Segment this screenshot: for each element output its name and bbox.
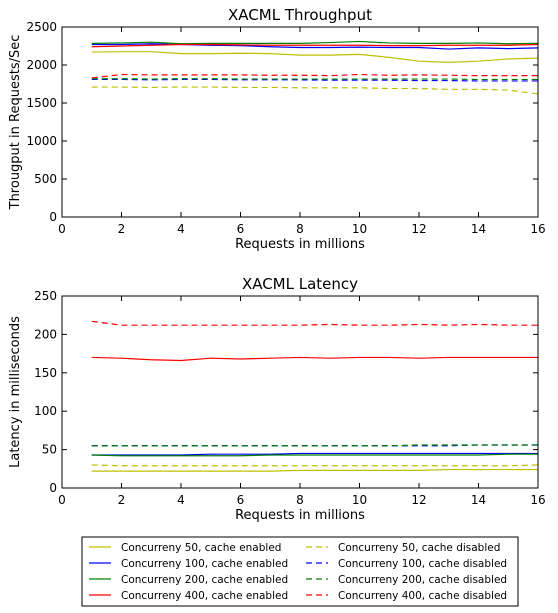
legend-label: Concurreny 400, cache disabled	[338, 590, 507, 602]
series-line-concurreny-50-cache-enabled	[91, 468, 538, 472]
x-axis-label: Requests in millions	[235, 508, 365, 523]
y-tick-label: 250	[34, 289, 57, 303]
series-line-concurreny-200-cache-disabled	[91, 78, 538, 81]
y-axis-label: Latency in milliseconds	[8, 316, 23, 468]
y-tick-label: 1000	[26, 134, 57, 148]
y-tick-label: 2000	[26, 58, 57, 72]
y-tick-label: 0	[49, 210, 57, 224]
y-tick-label: 2500	[26, 20, 57, 34]
series-line-concurreny-50-cache-disabled	[91, 86, 539, 95]
x-tick-label: 12	[411, 493, 426, 507]
series-line-concurreny-100-cache-enabled	[91, 43, 539, 50]
x-tick-label: 10	[352, 493, 367, 507]
x-tick-label: 8	[296, 493, 304, 507]
y-tick-label: 1500	[26, 96, 57, 110]
series-line-concurreny-100-cache-enabled	[91, 452, 538, 456]
y-tick-label: 0	[49, 481, 57, 495]
x-tick-label: 12	[411, 222, 426, 236]
y-tick-label: 500	[34, 172, 57, 186]
chart-title: XACML Latency	[242, 275, 358, 293]
x-tick-label: 2	[118, 493, 126, 507]
x-tick-label: 14	[471, 493, 486, 507]
x-tick-label: 16	[530, 493, 545, 507]
legend-label: Concurreny 100, cache disabled	[338, 558, 507, 570]
y-tick-label: 100	[34, 404, 57, 418]
legend-label: Concurreny 100, cache enabled	[121, 558, 288, 570]
y-tick-label: 50	[42, 443, 57, 457]
series-line-concurreny-50-cache-disabled	[91, 464, 539, 467]
series-line-concurreny-100-cache-disabled	[91, 78, 538, 82]
x-tick-label: 2	[118, 222, 126, 236]
x-tick-label: 4	[177, 493, 185, 507]
x-tick-label: 4	[177, 222, 185, 236]
y-axis-label: Througput in Requests/Sec	[8, 35, 23, 211]
x-tick-label: 10	[352, 222, 367, 236]
y-tick-label: 200	[34, 327, 57, 341]
x-axis-label: Requests in millions	[235, 237, 365, 252]
x-tick-label: 16	[530, 222, 545, 236]
x-tick-label: 6	[237, 493, 245, 507]
x-tick-label: 0	[58, 493, 66, 507]
series-line-concurreny-200-cache-enabled	[91, 40, 539, 45]
series-line-concurreny-400-cache-enabled	[91, 356, 538, 362]
series-line-concurreny-200-cache-disabled	[91, 444, 538, 447]
legend-label: Concurreny 400, cache enabled	[121, 590, 288, 602]
legend-box	[81, 536, 519, 607]
throughput-chart: XACML Throughput 0 2 4 6 8 10 12 14 16 0 500 1000 150…	[8, 6, 546, 252]
chart-title: XACML Throughput	[228, 6, 372, 24]
x-tick-label: 0	[58, 222, 66, 236]
series-line-concurreny-400-cache-disabled	[91, 320, 538, 326]
x-tick-label: 6	[237, 222, 245, 236]
x-tick-label: 8	[296, 222, 304, 236]
legend-label: Concurreny 50, cache enabled	[121, 542, 281, 554]
legend-label: Concurreny 200, cache enabled	[121, 574, 288, 586]
legend-label: Concurreny 50, cache disabled	[338, 542, 500, 554]
series-line-concurreny-50-cache-enabled	[91, 51, 539, 63]
legend: Concurreny 50, cache enabled Concurreny 5…	[81, 536, 519, 607]
latency-chart: XACML Latency 0 2 4 6 8 10 12 14 16 0 50 100 150 200 25…	[8, 275, 546, 523]
series-line-concurreny-400-cache-disabled	[91, 73, 538, 79]
series-line-concurreny-400-cache-enabled	[91, 43, 539, 48]
series-line-concurreny-200-cache-enabled	[91, 453, 538, 457]
legend-label: Concurreny 200, cache disabled	[338, 574, 507, 586]
x-tick-label: 14	[471, 222, 486, 236]
y-tick-label: 150	[34, 366, 57, 380]
